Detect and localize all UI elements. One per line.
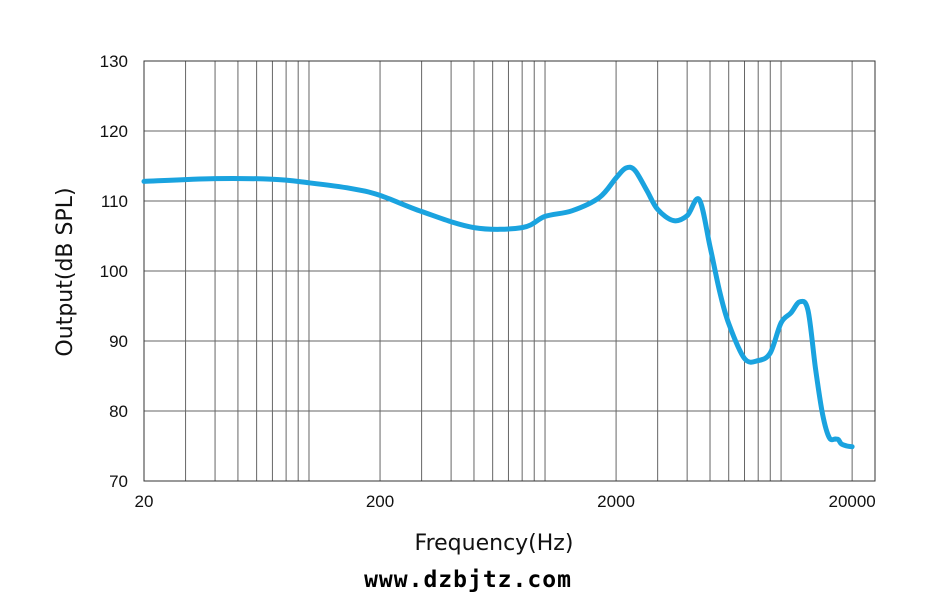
plot-frame xyxy=(143,60,876,482)
y-tick-label: 80 xyxy=(109,402,128,421)
y-tick-label: 130 xyxy=(100,52,128,71)
y-tick-label: 120 xyxy=(100,122,128,141)
x-axis-ticks: 20 200 2000 20000 xyxy=(135,492,876,511)
y-tick-label: 90 xyxy=(109,332,128,351)
y-axis-title: Output(dB SPL) xyxy=(53,187,78,356)
response-curve xyxy=(141,164,855,450)
x-tick-label: 20 xyxy=(135,492,154,511)
grid xyxy=(144,61,875,481)
y-tick-label: 110 xyxy=(101,192,128,211)
x-axis-title: Frequency(Hz) xyxy=(415,531,574,556)
y-tick-label: 100 xyxy=(100,262,128,281)
x-tick-label: 200 xyxy=(366,492,394,511)
watermark-text: www.dzbjtz.com xyxy=(364,567,572,593)
y-tick-label: 70 xyxy=(109,472,128,491)
y-axis-ticks: 70 80 90 100 110 120 130 xyxy=(100,52,128,491)
x-tick-label: 20000 xyxy=(828,492,875,511)
x-tick-label: 2000 xyxy=(597,492,635,511)
